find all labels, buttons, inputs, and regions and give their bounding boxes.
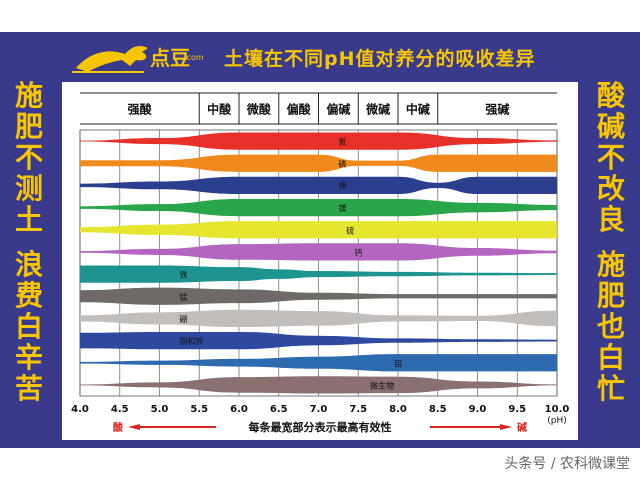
side-slogan-right: 酸碱不改良 施肥也白忙: [586, 80, 636, 404]
slogan-char: 忙: [596, 372, 625, 405]
slogan-char: 白: [14, 310, 43, 343]
nutrient-strip-4: [80, 221, 557, 239]
slogan-char: 测: [14, 172, 43, 205]
nutrient-label: 钼: [394, 358, 402, 368]
x-unit-label: (pH): [547, 416, 567, 426]
nutrient-strip-6: [80, 265, 557, 283]
horse-logo-icon: [72, 46, 148, 73]
nutrient-label: 铜和锌: [179, 336, 203, 346]
slogan-char: 良: [596, 203, 625, 236]
ph-band-label: 强碱: [485, 102, 509, 117]
slogan-char: 改: [596, 172, 625, 205]
x-tick-label: 9.0: [469, 404, 487, 415]
x-axis-caption: 每条最宽部分表示最高有效性: [249, 420, 392, 434]
slogan-char: 酸: [596, 79, 625, 112]
nutrient-label: 微生物: [370, 380, 394, 390]
nutrient-strip-9: [80, 331, 557, 350]
arrow-acid-label: 酸: [113, 421, 124, 434]
nutrient-label: 硫: [346, 225, 354, 235]
slogan-char: 白: [596, 341, 625, 374]
logo-subtext: .com: [184, 53, 204, 62]
slogan-char: 苦: [14, 372, 43, 405]
slogan-char: 土: [14, 203, 43, 236]
arrow-left-icon: [128, 424, 216, 430]
x-tick-label: 7.5: [349, 404, 367, 415]
slogan-char: 辛: [14, 341, 43, 374]
x-tick-label: 9.5: [508, 404, 526, 415]
x-tick-label: 7.0: [310, 404, 328, 415]
ph-band-label: 偏酸: [287, 102, 312, 117]
nutrient-label: 钾: [338, 182, 346, 191]
nutrient-strip-5: [80, 243, 557, 261]
slogan-char: 浪: [14, 248, 43, 281]
x-tick-label: 5.0: [151, 404, 169, 415]
ph-band-label: 中酸: [207, 102, 232, 117]
slogan-char: 肥: [596, 279, 625, 312]
nutrient-label: 氮: [338, 137, 346, 147]
nutrient-label: 锰: [179, 292, 187, 302]
nutrient-strip-3: [80, 198, 557, 217]
x-tick-label: 4.5: [111, 404, 129, 415]
side-slogan-left: 施肥不测土 浪费白辛苦: [4, 80, 54, 404]
footer-credit: 头条号 / 农科微课堂: [504, 456, 630, 472]
slogan-char: 肥: [14, 110, 43, 143]
nutrient-label: 硼: [179, 315, 187, 324]
nutrient-strip-11: [80, 376, 557, 394]
ph-band-label: 微碱: [365, 102, 390, 117]
logo-text: 点豆: [150, 46, 190, 70]
slogan-char: 施: [14, 79, 43, 112]
page-title: 土壤在不同pH值对养分的吸收差异: [224, 48, 536, 70]
slogan-char: 碱: [596, 110, 625, 143]
x-tick-label: 6.0: [230, 404, 248, 415]
slogan-char: 费: [14, 279, 43, 312]
arrow-right-icon: [430, 424, 512, 430]
x-tick-label: 8.5: [429, 404, 447, 415]
slogan-char: 不: [14, 141, 43, 174]
nutrient-strip-1: [80, 154, 557, 172]
x-tick-label: 8.0: [389, 404, 407, 415]
slogan-char: 施: [596, 248, 625, 281]
ph-band-label: 偏碱: [326, 102, 350, 117]
nutrient-label: 钙: [354, 247, 362, 257]
slogan-char: 也: [596, 310, 625, 343]
ph-band-label: 强酸: [128, 102, 153, 117]
x-tick-label: 5.5: [190, 404, 208, 415]
slogan-char: 不: [596, 141, 625, 174]
arrow-alkali-label: 碱: [517, 421, 527, 434]
nutrient-label: 铁: [179, 270, 187, 280]
x-tick-label: 10.0: [545, 404, 570, 415]
nutrient-label: 镁: [338, 203, 346, 213]
ph-band-label: 中碱: [406, 102, 430, 117]
x-tick-label: 6.5: [270, 404, 288, 415]
nutrient-strip-2: [80, 176, 557, 195]
nutrient-strip-10: [80, 354, 557, 372]
ph-band-label: 微酸: [246, 102, 272, 117]
x-tick-label: 4.0: [71, 404, 89, 415]
nutrient-strip-8: [80, 309, 557, 328]
nutrient-label: 磷: [338, 159, 346, 169]
nutrient-strip-0: [80, 132, 557, 150]
nutrient-strip-7: [80, 287, 557, 305]
plot-border: [79, 129, 558, 397]
